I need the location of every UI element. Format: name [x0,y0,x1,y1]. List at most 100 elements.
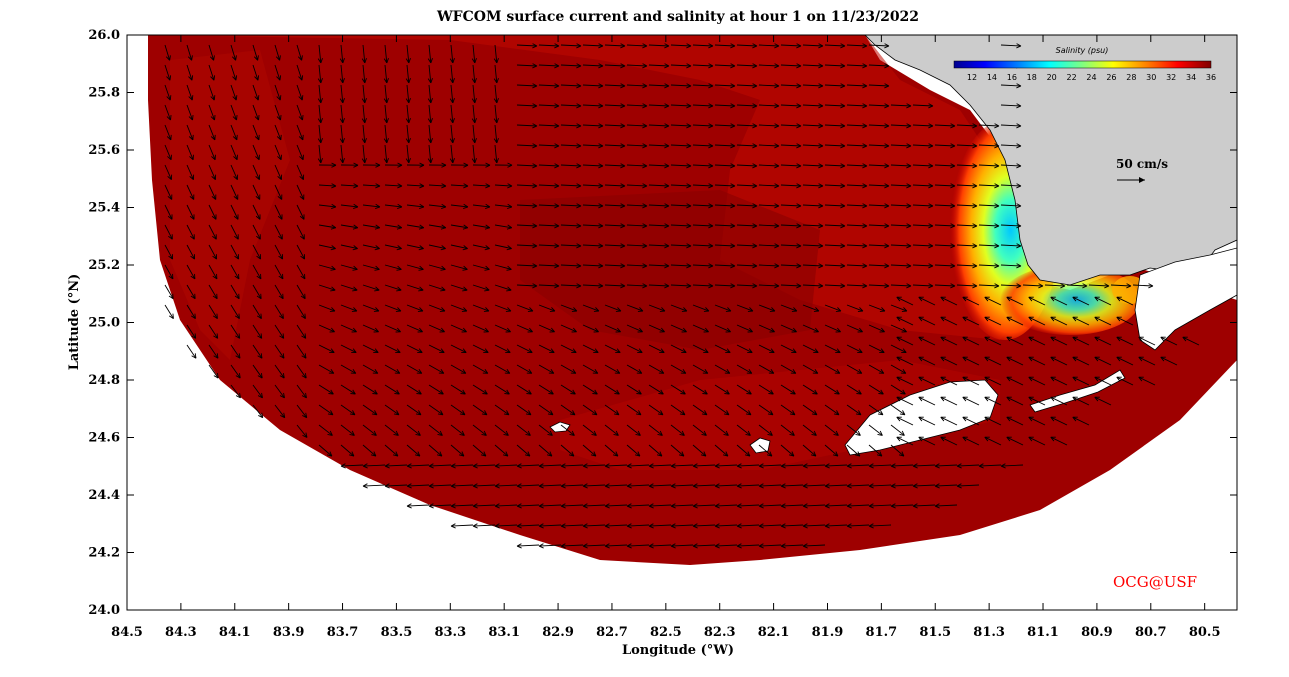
current-vector-head [1050,356,1056,362]
current-vector [802,44,823,47]
current-vector-head [642,63,648,69]
current-vector-head [1028,416,1034,422]
current-vector-head [686,143,692,149]
current-vector-head [554,223,560,229]
current-vector [693,484,716,487]
current-vector-head [730,163,736,169]
current-vector [164,104,171,121]
current-vector-head [598,43,604,49]
current-vector [1094,296,1112,306]
current-vector-head [642,263,648,269]
current-vector [780,384,796,395]
current-vector [1094,396,1112,406]
current-vector [538,324,555,333]
current-vector-head [940,356,946,362]
current-vector-head [483,307,490,312]
current-vector [935,504,958,507]
current-vector-head [299,214,305,220]
current-vector [627,464,650,467]
current-vector [868,384,884,395]
current-vector-head [796,143,802,149]
current-vector-head [554,183,560,189]
current-vector [473,484,496,487]
x-tick-label: 82.1 [758,625,790,640]
current-vector [736,444,751,457]
current-vector [516,184,537,187]
current-vector-head [485,183,491,189]
current-vector-head [620,63,626,69]
current-vector [758,384,774,395]
current-vector-head [598,203,604,209]
current-vector [1028,296,1046,306]
current-vector-head [708,203,714,209]
current-vector-head [213,373,219,379]
current-vector [362,84,366,103]
current-vector [406,64,410,83]
current-vector [604,84,625,87]
current-vector-head [994,183,1000,189]
current-vector-head [278,313,284,319]
current-vector [582,384,598,395]
current-vector-head [724,389,730,395]
current-vector-head [351,307,358,312]
current-vector [824,444,839,457]
current-vector [780,244,801,247]
current-vector [714,284,735,287]
current-vector-head [811,410,818,416]
current-vector [428,444,443,457]
current-vector [428,244,446,250]
current-vector [274,244,283,260]
current-vector-head [419,183,425,189]
current-vector [230,64,237,81]
current-vector-head [256,234,261,240]
current-vector-head [722,451,729,457]
current-vector-head [1016,83,1022,89]
current-vector-head [730,103,736,109]
current-vector-head [642,283,648,289]
current-vector [847,524,870,527]
current-vector-head [568,451,575,457]
current-vector-head [884,163,890,169]
current-vector-head [962,416,968,422]
current-vector [890,444,905,457]
current-vector [560,344,577,353]
current-vector-head [862,223,868,229]
current-vector-head [392,451,399,457]
current-vector [626,204,647,207]
current-vector-head [884,283,890,289]
current-vector [274,164,282,180]
current-vector-head [405,118,411,124]
current-vector [473,504,496,507]
current-vector-head [818,283,824,289]
current-vector [494,284,512,291]
current-vector-head [375,162,381,168]
current-vector-head [648,523,654,529]
current-vector-head [576,63,582,69]
current-vector [296,204,305,220]
current-vector [406,224,424,229]
current-vector-head [593,327,599,333]
current-vector-head [752,223,758,229]
current-vector-head [298,134,304,141]
current-vector-head [708,123,714,129]
current-vector-head [441,203,447,209]
current-vector [230,204,239,220]
current-vector-head [361,98,367,104]
current-vector [296,104,303,121]
current-vector-head [1016,243,1022,249]
current-vector-head [234,293,240,300]
current-vector [714,324,731,333]
current-vector-head [730,43,736,49]
current-vector [846,244,867,247]
current-vector [1072,316,1090,326]
current-vector-head [277,154,282,161]
current-vector-head [524,451,531,457]
x-tick-label: 83.9 [273,625,305,640]
current-vector [715,544,738,547]
current-vector-head [254,114,260,121]
current-vector-head [708,83,714,89]
current-vector [868,264,889,267]
current-vector-head [768,389,774,395]
current-vector-head [361,158,367,164]
current-vector [472,84,476,103]
